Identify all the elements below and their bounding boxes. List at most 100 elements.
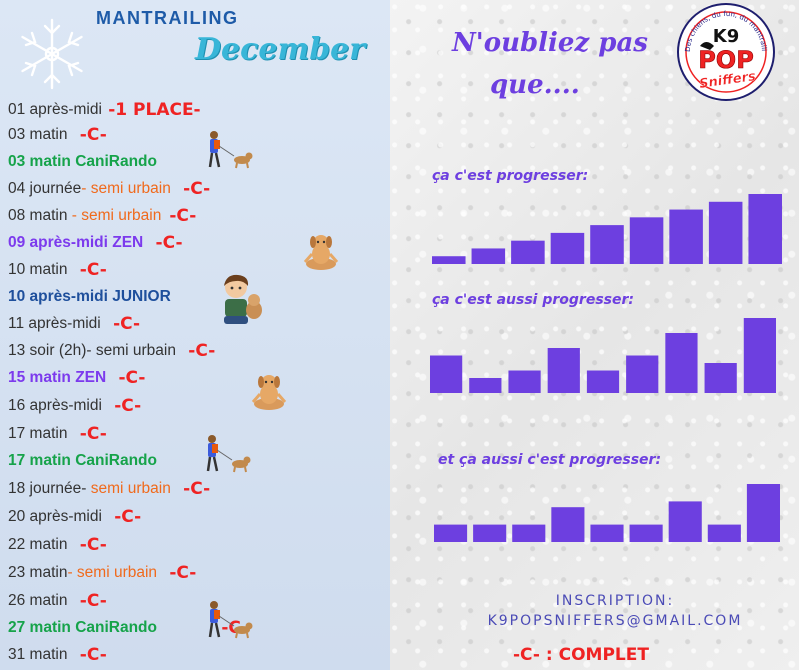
chart-bar: [669, 209, 703, 264]
bar-chart-svg: [434, 484, 780, 542]
reminder-heading-line2: que....: [490, 70, 580, 100]
month-title: December: [195, 32, 366, 67]
chart-bar: [704, 363, 737, 393]
session-text: 09 après-midi ZEN: [8, 234, 148, 251]
chart-bar: [590, 225, 624, 264]
chart-bar: [508, 370, 541, 393]
chart-bar: [550, 232, 585, 264]
chart-bar: [590, 524, 624, 542]
reminder-heading-line1: N'oubliez pas: [452, 28, 648, 58]
session-text: 23 matin: [8, 564, 68, 581]
session-text: 15 matin ZEN: [8, 369, 111, 386]
boy-with-dog-icon: [224, 274, 262, 324]
bar-chart-svg: [430, 318, 776, 393]
session-row: 15 matin ZEN -C-: [8, 365, 145, 391]
chart-bar: [469, 378, 502, 393]
progress-label-1: ça c'est progresser:: [432, 168, 589, 184]
complet-mark: -C-: [79, 645, 107, 665]
chart-bar: [430, 355, 463, 393]
chart-bar: [586, 370, 620, 393]
hiker-with-dog-icon: [208, 601, 253, 639]
session-row: 17 matin -C-: [8, 421, 107, 447]
session-text: 13 soir (2h)- semi urbain: [8, 342, 181, 359]
session-text: - semi urbain: [81, 180, 176, 197]
complet-mark: -C-: [79, 260, 107, 280]
right-panel: [390, 0, 799, 670]
session-row: 03 matin CaniRando: [8, 149, 157, 175]
session-text: 22 matin: [8, 536, 72, 553]
session-row: 20 après-midi -C-: [8, 504, 141, 530]
complet-mark: -C-: [188, 341, 216, 361]
complet-mark: -C-: [169, 563, 197, 583]
chart-bar: [748, 194, 782, 264]
bar-chart-svg: [432, 194, 782, 264]
chart-bar: [743, 318, 776, 393]
session-text: 31 matin: [8, 646, 72, 663]
chart-bar: [746, 484, 780, 542]
session-row: 22 matin -C-: [8, 532, 107, 558]
chart-bar: [665, 333, 698, 393]
session-text: 16 après-midi: [8, 397, 107, 414]
complet-mark: -C-: [155, 233, 183, 253]
chart-bar: [511, 240, 545, 264]
chart-bar: [512, 524, 546, 542]
session-text: 03 matin: [8, 126, 72, 143]
progress-label-2: ça c'est aussi progresser:: [432, 292, 634, 308]
session-row: 26 matin -C-: [8, 588, 107, 614]
session-text: 01 après-midi: [8, 101, 107, 118]
chart-bar: [626, 355, 659, 393]
session-row: 23 matin - semi urbain -C-: [8, 560, 196, 586]
session-row: 08 matin - semi urbain -C-: [8, 203, 196, 229]
chart-bar: [629, 524, 663, 542]
chart-bar: [432, 256, 466, 264]
session-text: 10 après-midi JUNIOR: [8, 288, 171, 305]
zen-dog-icon: [251, 375, 287, 410]
chart-bar: [547, 348, 580, 393]
session-text: 11 après-midi: [8, 315, 106, 332]
complet-mark: -C-: [118, 368, 146, 388]
complet-mark: -C-: [183, 479, 211, 499]
session-row: 18 journée- semi urbain -C-: [8, 476, 210, 502]
chart-bar: [551, 507, 585, 542]
left-panel: MANTRAILING December 01 après-midi -1 PL…: [0, 0, 390, 670]
progress-chart-3: [434, 484, 780, 542]
session-row: 17 matin CaniRando: [8, 448, 157, 474]
session-text: 26 matin: [8, 592, 72, 609]
session-text: 27 matin CaniRando: [8, 619, 162, 636]
session-text: 17 matin: [8, 425, 72, 442]
session-row: 10 après-midi JUNIOR: [8, 284, 171, 310]
complet-mark: -C-: [183, 179, 211, 199]
logo-k9: K9: [713, 26, 739, 47]
complet-mark: -C-: [114, 507, 142, 527]
progress-label-3: et ça aussi c'est progresser:: [438, 452, 662, 468]
page-title: MANTRAILING: [96, 8, 239, 28]
session-text: semi urbain: [90, 480, 176, 497]
chart-bar: [434, 524, 468, 542]
zen-dog-icon: [303, 235, 339, 270]
session-row: 09 après-midi ZEN -C-: [8, 230, 183, 256]
progress-chart-1: [432, 194, 782, 264]
chart-bar: [668, 501, 702, 542]
session-row: 01 après-midi -1 PLACE-: [8, 97, 201, 123]
contact-email[interactable]: K9POPSNIFFERS@GMAIL.COM: [487, 613, 743, 629]
hiker-with-dog-icon: [206, 435, 251, 473]
complet-mark: -C-: [79, 424, 107, 444]
chart-bar: [708, 201, 743, 264]
session-text: 10 matin: [8, 261, 72, 278]
session-text: 20 après-midi: [8, 508, 107, 525]
progress-chart-2: [430, 318, 776, 393]
inscription-block: INSCRIPTION: K9POPSNIFFERS@GMAIL.COM: [470, 593, 760, 629]
complet-mark: -C-: [79, 125, 107, 145]
complet-mark: -C-: [114, 396, 142, 416]
session-row: 11 après-midi -C-: [8, 311, 140, 337]
chart-bar: [707, 524, 741, 542]
snowflake-icon: [21, 18, 83, 90]
complet-mark: -C-: [79, 591, 107, 611]
session-row: 10 matin -C-: [8, 257, 107, 283]
session-row: 13 soir (2h)- semi urbain -C-: [8, 338, 215, 364]
complet-mark: -C-: [79, 535, 107, 555]
chart-bar: [473, 524, 507, 542]
session-row: 04 journée - semi urbain -C-: [8, 176, 210, 202]
session-text: - semi urbain: [67, 564, 162, 581]
complet-mark: -C-: [169, 206, 197, 226]
